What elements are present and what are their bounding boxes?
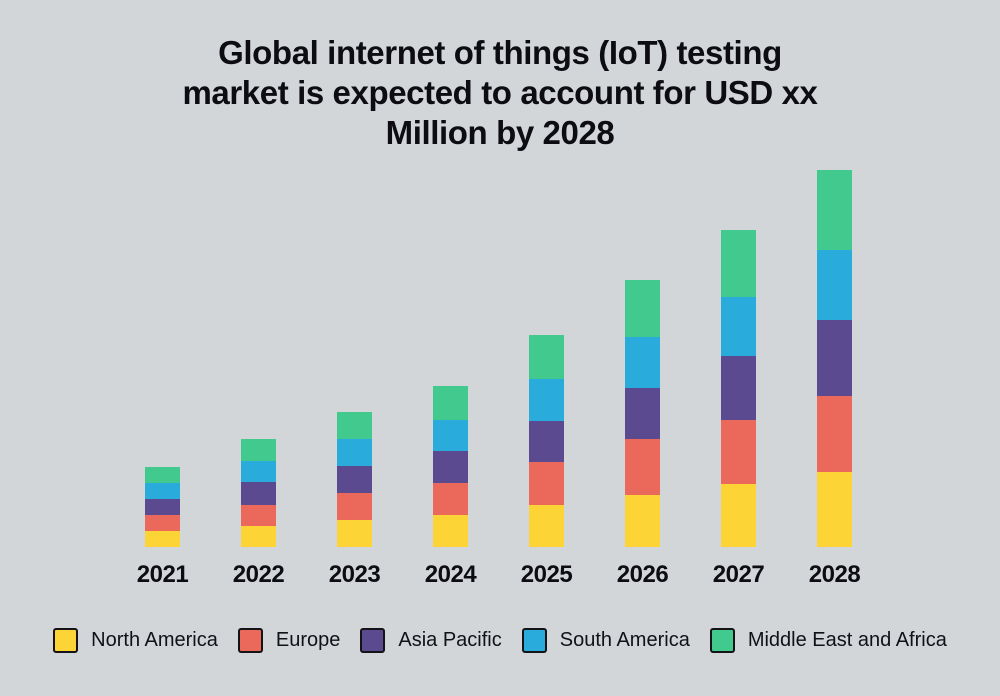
bar-segment-asia-pacific-2028 — [817, 320, 852, 396]
bar-segment-north-america-2021 — [145, 531, 180, 547]
bar-segment-south-america-2025 — [529, 379, 564, 421]
bar-segment-europe-2025 — [529, 462, 564, 505]
legend-item-asia-pacific: Asia Pacific — [360, 628, 502, 653]
legend-swatch-middle-east-and-africa — [709, 628, 735, 653]
x-axis-label-2025: 2025 — [520, 561, 573, 588]
bar-segment-middle-east-and-africa-2025 — [529, 335, 564, 379]
bar-segment-north-america-2025 — [529, 505, 564, 547]
bar-segment-north-america-2026 — [625, 495, 660, 547]
bar-segment-middle-east-and-africa-2024 — [433, 386, 468, 420]
x-axis-label-2027: 2027 — [712, 561, 765, 588]
bar-segment-middle-east-and-africa-2026 — [625, 280, 660, 337]
bar-2027 — [721, 230, 756, 547]
legend-swatch-asia-pacific — [360, 628, 386, 653]
legend-swatch-europe — [237, 628, 263, 653]
legend-item-europe: Europe — [237, 628, 341, 653]
bar-2028 — [817, 170, 852, 547]
bar-segment-south-america-2023 — [337, 439, 372, 466]
bar-2024 — [433, 386, 468, 547]
bar-segment-middle-east-and-africa-2021 — [145, 467, 180, 483]
x-axis-label-2023: 2023 — [328, 561, 381, 588]
bar-segment-europe-2027 — [721, 420, 756, 484]
bar-segment-asia-pacific-2023 — [337, 466, 372, 493]
x-axis-label-2021: 2021 — [136, 561, 189, 588]
bar-segment-south-america-2028 — [817, 250, 852, 320]
bar-segment-south-america-2021 — [145, 483, 180, 499]
legend-label-europe: Europe — [275, 629, 341, 651]
legend-label-asia-pacific: Asia Pacific — [398, 629, 502, 651]
bar-2023 — [337, 412, 372, 547]
bar-segment-europe-2022 — [241, 505, 276, 526]
bar-segment-south-america-2024 — [433, 420, 468, 451]
bar-segment-europe-2023 — [337, 493, 372, 520]
bar-segment-asia-pacific-2026 — [625, 388, 660, 439]
bar-segment-asia-pacific-2022 — [241, 482, 276, 505]
chart-title-line-2: market is expected to account for USD xx — [182, 74, 818, 111]
bar-2022 — [241, 439, 276, 547]
bar-segment-north-america-2028 — [817, 472, 852, 547]
bar-2025 — [529, 335, 564, 547]
legend-label-south-america: South America — [559, 629, 690, 651]
bar-segment-north-america-2027 — [721, 484, 756, 547]
bar-segment-asia-pacific-2021 — [145, 499, 180, 515]
bar-segment-north-america-2024 — [433, 515, 468, 547]
bar-segment-europe-2028 — [817, 396, 852, 472]
x-axis-label-2028: 2028 — [808, 561, 861, 588]
bar-segment-south-america-2022 — [241, 461, 276, 482]
bar-2021 — [145, 467, 180, 547]
bar-segment-europe-2024 — [433, 483, 468, 515]
x-axis-label-2026: 2026 — [616, 561, 669, 588]
bar-segment-north-america-2022 — [241, 526, 276, 547]
legend-item-middle-east-and-africa: Middle East and Africa — [709, 628, 947, 653]
legend-label-middle-east-and-africa: Middle East and Africa — [747, 629, 947, 651]
legend-swatch-south-america — [521, 628, 547, 653]
legend-item-south-america: South America — [521, 628, 690, 653]
legend: North America Europe Asia Pacific South Ame… — [0, 628, 1000, 653]
bar-segment-middle-east-and-africa-2027 — [721, 230, 756, 297]
bar-segment-asia-pacific-2025 — [529, 421, 564, 462]
bar-segment-middle-east-and-africa-2023 — [337, 412, 372, 439]
x-axis-label-2024: 2024 — [424, 561, 477, 588]
bar-segment-north-america-2023 — [337, 520, 372, 547]
chart-title: Global internet of things (IoT) testing … — [0, 33, 1000, 153]
bar-segment-europe-2026 — [625, 439, 660, 495]
bar-segment-europe-2021 — [145, 515, 180, 531]
bar-segment-south-america-2026 — [625, 337, 660, 388]
bar-segment-middle-east-and-africa-2022 — [241, 439, 276, 461]
chart-title-line-1: Global internet of things (IoT) testing — [218, 34, 782, 71]
legend-item-north-america: North America — [53, 628, 218, 653]
bar-segment-asia-pacific-2024 — [433, 451, 468, 483]
bar-segment-asia-pacific-2027 — [721, 356, 756, 420]
x-axis-label-2022: 2022 — [232, 561, 285, 588]
bar-segment-middle-east-and-africa-2028 — [817, 170, 852, 250]
bar-segment-south-america-2027 — [721, 297, 756, 356]
legend-label-north-america: North America — [91, 629, 218, 651]
bar-2026 — [625, 280, 660, 547]
legend-swatch-north-america — [53, 628, 79, 653]
chart-title-line-3: Million by 2028 — [385, 114, 615, 151]
